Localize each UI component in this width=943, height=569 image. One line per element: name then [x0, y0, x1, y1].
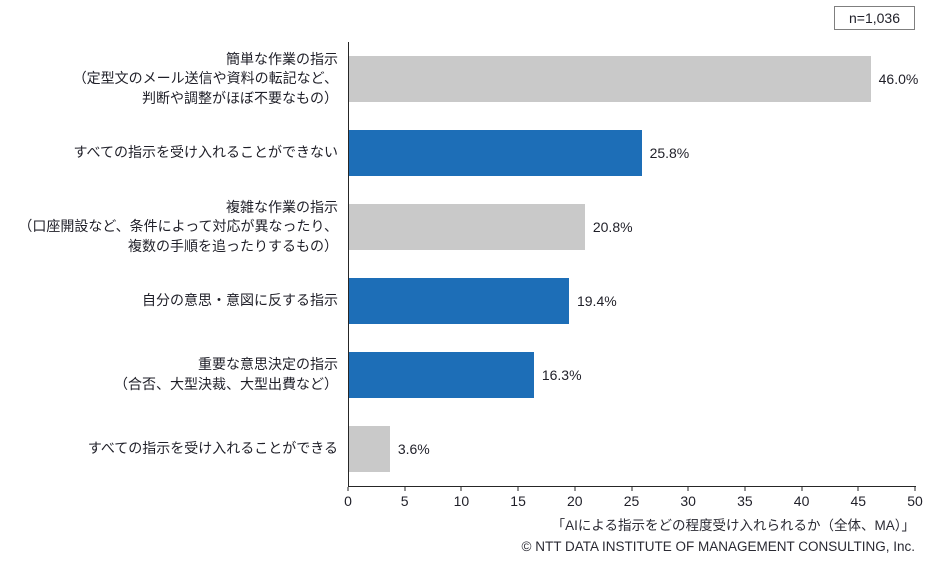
x-tick-label: 35 — [737, 493, 753, 509]
x-tick-label: 0 — [344, 493, 352, 509]
x-tick-mark — [687, 487, 689, 491]
category-label: 重要な意思決定の指示 （合否、大型決裁、大型出費など） — [0, 338, 348, 412]
category-label-line: 自分の意思・意図に反する指示 — [142, 292, 338, 309]
x-tick-mark — [631, 487, 632, 491]
category-label-line: （定型文のメール送信や資料の転記など、 — [72, 70, 338, 87]
x-tick-mark — [801, 487, 803, 491]
x-tick-mark — [517, 487, 519, 491]
x-tick-mark — [914, 487, 916, 491]
x-tick-mark — [460, 487, 462, 491]
bar — [349, 426, 390, 472]
category-label-line: （合否、大型決裁、大型出費など） — [114, 376, 338, 392]
category-label-line: すべての指示を受け入れることができない — [73, 144, 338, 161]
category-label-line: 複数の手順を追ったりするもの） — [128, 237, 338, 254]
plot-area: 46.0% 25.8% 20.8% 19.4% 16.3% 3.6% — [348, 42, 919, 487]
x-tick-mark — [744, 487, 746, 491]
x-tick-label: 50 — [907, 493, 923, 509]
value-label: 19.4% — [576, 293, 617, 309]
x-tick-label: 10 — [453, 493, 470, 509]
bar-row: 46.0% — [349, 42, 919, 116]
x-tick-label: 5 — [400, 493, 409, 509]
bar-row: 19.4% — [349, 264, 916, 338]
x-tick-mark — [347, 487, 349, 491]
x-tick-label: 45 — [850, 493, 867, 509]
bar — [349, 352, 534, 398]
category-label-line: 複雑な作業の指示 — [226, 198, 338, 215]
x-tick-label: 20 — [567, 493, 583, 509]
bar — [349, 56, 871, 102]
sample-size-badge: n=1,036 — [834, 6, 915, 30]
bar-row: 3.6% — [349, 412, 916, 486]
x-tick-mark — [857, 487, 859, 491]
category-label: すべての指示を受け入れることができる — [0, 412, 348, 486]
bar — [349, 278, 569, 324]
x-tick-mark — [404, 487, 406, 491]
value-label: 3.6% — [397, 441, 430, 457]
bar — [349, 130, 642, 176]
x-tick-label: 25 — [623, 493, 640, 509]
caption-copyright: © NTT DATA INSTITUTE OF MANAGEMENT CONSU… — [521, 538, 915, 554]
bar-row: 25.8% — [349, 116, 916, 190]
bar-row: 16.3% — [349, 338, 916, 412]
category-label-line: （口座開設など、条件によって対応が異なったり、 — [18, 218, 338, 235]
sample-size-label: n=1,036 — [849, 10, 900, 26]
chart-caption: 「AIによる指示をどの程度受け入れられるか（全体、MA）」 © NTT DATA… — [522, 516, 915, 558]
category-label-line: 簡単な作業の指示 — [226, 50, 338, 67]
category-label-line: 重要な意思決定の指示 — [198, 356, 338, 373]
x-tick-label: 40 — [793, 493, 810, 509]
value-label: 20.8% — [592, 219, 633, 235]
value-label: 25.8% — [649, 145, 690, 161]
x-axis-ticks: 0 5 10 15 20 25 30 35 40 45 50 — [344, 487, 923, 513]
category-label-line: 判断や調整がほぼ不要なもの） — [142, 89, 338, 106]
category-label: 簡単な作業の指示 （定型文のメール送信や資料の転記など、判断や調整がほぼ不要なもの… — [0, 42, 348, 116]
x-tick-mark — [574, 487, 576, 491]
category-label-line: すべての指示を受け入れることができる — [87, 440, 338, 457]
category-label: 自分の意思・意図に反する指示 — [0, 264, 348, 338]
bar-row: 20.8% — [349, 190, 916, 264]
value-label: 46.0% — [878, 71, 919, 87]
category-axis: 簡単な作業の指示 （定型文のメール送信や資料の転記など、判断や調整がほぼ不要なもの… — [0, 42, 348, 486]
x-tick-label: 30 — [680, 493, 696, 509]
value-label: 16.3% — [541, 367, 582, 383]
x-tick-label: 15 — [510, 493, 526, 509]
category-label: すべての指示を受け入れることができない — [0, 116, 348, 190]
bar — [349, 204, 585, 250]
caption-title: 「AIによる指示をどの程度受け入れられるか（全体、MA）」 — [551, 518, 915, 533]
category-label: 複雑な作業の指示 （口座開設など、条件によって対応が異なったり、複数の手順を追った… — [0, 190, 348, 264]
